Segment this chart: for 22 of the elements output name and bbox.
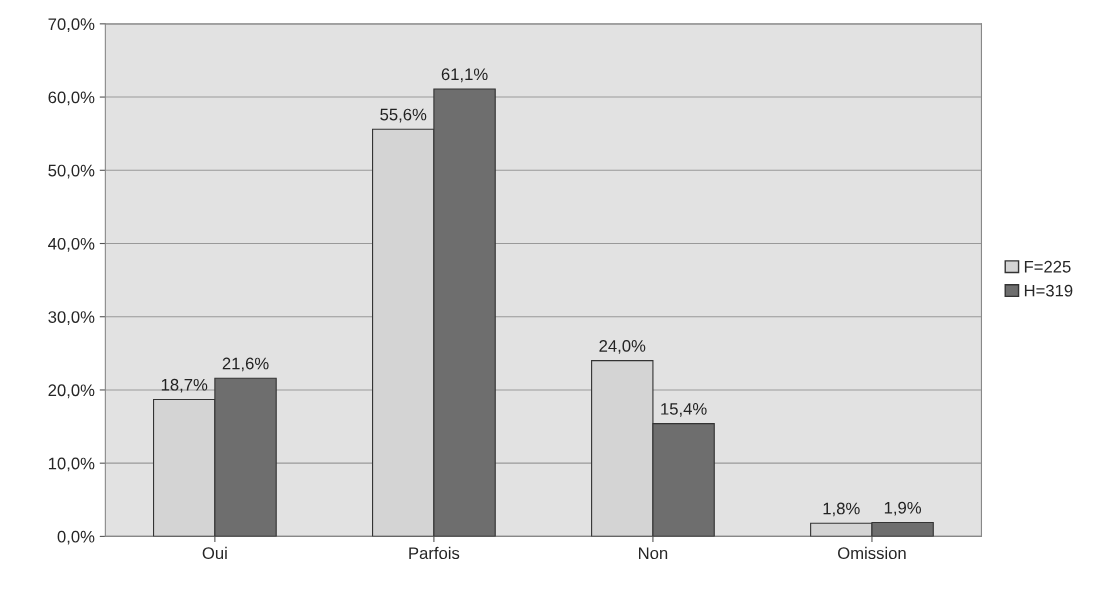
x-tick-label: Parfois [409,546,460,560]
y-tick-label: 40,0% [48,237,95,252]
x-tick-label: Omission [838,546,906,560]
x-tick-label: Non [639,547,668,560]
legend-label: F=225 [1024,260,1071,273]
y-tick-label: 10,0% [48,457,95,472]
data-label: 55,6% [380,108,427,123]
data-label: 18,7% [161,378,208,393]
data-label: 15,4% [661,403,707,417]
y-tick-label: 70,0% [48,18,95,33]
data-label: 1,8% [823,502,860,517]
data-label: 1,9% [884,501,922,516]
y-tick-label: 50,0% [48,164,95,179]
legend-label: H=319 [1024,284,1073,297]
data-label: 61,1% [441,68,488,83]
x-tick-label: Oui [202,546,227,560]
data-label: 24,0% [599,340,646,354]
y-tick-label: 60,0% [48,91,95,106]
y-tick-label: 20,0% [48,384,95,399]
data-label: 21,6% [222,357,269,372]
y-tick-label: 30,0% [48,311,95,325]
y-tick-label: 0,0% [57,530,95,545]
